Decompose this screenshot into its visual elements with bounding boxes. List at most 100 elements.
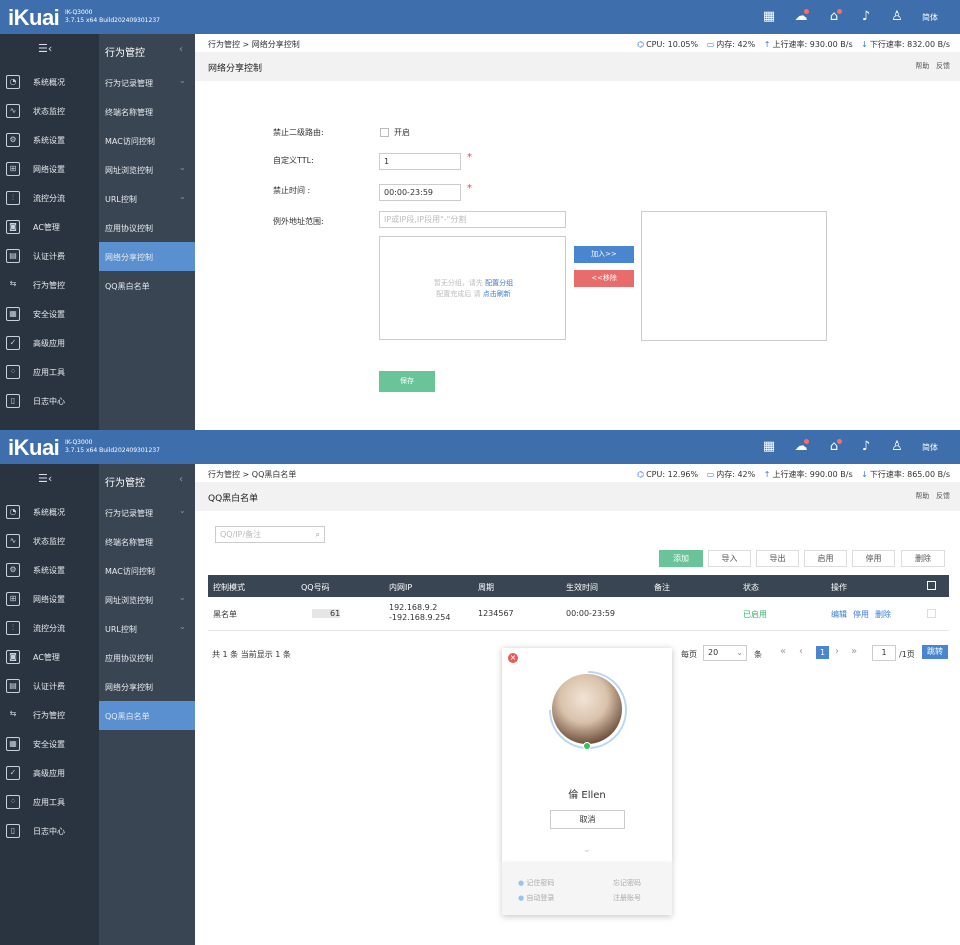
sidebar-item-settings[interactable]: ⚙ 系统设置 — [0, 556, 99, 585]
sidebar-item-logs[interactable]: ▯ 日志中心 — [0, 387, 99, 416]
delete-link[interactable]: 删除 — [875, 610, 891, 619]
submenu-item[interactable]: 网址浏览控制 ⌄ — [99, 155, 195, 184]
sidebar-item-ac[interactable]: ◙ AC管理 — [0, 643, 99, 672]
shirt-icon[interactable]: ⌂ — [825, 438, 843, 456]
user-icon[interactable]: ♙ — [891, 439, 903, 454]
goto-page-input[interactable]: 1 — [872, 645, 896, 661]
user-icon[interactable]: ♙ — [891, 9, 903, 24]
row-checkbox[interactable] — [927, 609, 936, 618]
chevron-down-icon[interactable]: ⌄ — [582, 844, 592, 855]
ttl-input[interactable]: 1 — [379, 153, 461, 170]
except-input[interactable]: IP或IP段,IP段用"-"分割 — [379, 211, 566, 228]
submenu-item[interactable]: 网址浏览控制 ⌄ — [99, 585, 195, 614]
collapse-menu-icon[interactable]: ☰‹ — [38, 472, 53, 485]
sidebar-item-flow[interactable]: ⫶ 流控分流 — [0, 184, 99, 213]
language-switch[interactable]: 简体 — [922, 443, 938, 452]
submenu-item[interactable]: 行为记录管理 ⌄ — [99, 498, 195, 527]
search-input[interactable]: QQ/IP/备注 ⌕ — [215, 526, 325, 543]
forgot-password-link[interactable]: 忘记密码 — [613, 879, 641, 887]
remember-option[interactable]: ● 记住密码 — [518, 878, 554, 888]
submenu-item[interactable]: 应用协议控制 — [99, 643, 195, 672]
disable-link[interactable]: 停用 — [853, 610, 869, 619]
empty-text-2: 配置完成后 请 — [436, 290, 481, 298]
apps-grid-icon[interactable]: ▦ — [762, 439, 776, 454]
sidebar-item-flow[interactable]: ⫶ 流控分流 — [0, 614, 99, 643]
add-button[interactable]: 加入>> — [574, 246, 634, 263]
page-current[interactable]: 1 — [816, 646, 829, 659]
sidebar-item-overview[interactable]: ◔ 系统概况 — [0, 498, 99, 527]
submenu-item[interactable]: 网络分享控制 — [99, 672, 195, 701]
import-button[interactable]: 导入 — [708, 550, 751, 567]
first-page-icon[interactable]: « — [780, 646, 787, 657]
submenu-item[interactable]: 应用协议控制 — [99, 213, 195, 242]
sidebar-item-behavior[interactable]: ⇆ 行为管控 — [0, 701, 99, 730]
submenu-item-active[interactable]: QQ黑白名单 — [99, 701, 195, 730]
submenu-item[interactable]: QQ黑白名单 — [99, 271, 195, 300]
sidebar-item-security[interactable]: ▦ 安全设置 — [0, 730, 99, 759]
cloud-icon[interactable]: ☁ — [794, 9, 809, 24]
sidebar-item-advanced[interactable]: ✓ 高级应用 — [0, 329, 99, 358]
register-link[interactable]: 注册账号 — [613, 894, 641, 902]
sidebar-item-monitor[interactable]: ∿ 状态监控 — [0, 527, 99, 556]
submenu-item[interactable]: 行为记录管理 ⌄ — [99, 68, 195, 97]
sidebar-item-security[interactable]: ▦ 安全设置 — [0, 300, 99, 329]
config-group-link[interactable]: 配置分组 — [485, 279, 514, 287]
search-icon[interactable]: ⌕ — [315, 530, 320, 539]
help-link[interactable]: 帮助 — [915, 62, 930, 70]
jump-button[interactable]: 跳转 — [922, 645, 948, 659]
feedback-link[interactable]: 反馈 — [936, 492, 950, 500]
submenu-item-active[interactable]: 网络分享控制 — [99, 242, 195, 271]
chevron-left-icon[interactable]: ‹ — [179, 474, 183, 485]
sidebar-item-network[interactable]: ⊞ 网络设置 — [0, 155, 99, 184]
sidebar-item-auth[interactable]: ▤ 认证计费 — [0, 242, 99, 271]
submenu-item[interactable]: MAC访问控制 — [99, 556, 195, 585]
per-page-select[interactable]: 20 ⌄ — [703, 645, 747, 661]
cloud-icon[interactable]: ☁ — [794, 439, 809, 454]
select-all-checkbox[interactable] — [927, 581, 936, 590]
sidebar-item-logs[interactable]: ▯ 日志中心 — [0, 817, 99, 846]
help-link[interactable]: 帮助 — [915, 492, 930, 500]
next-page-icon[interactable]: › — [835, 646, 839, 657]
sidebar-item-network[interactable]: ⊞ 网络设置 — [0, 585, 99, 614]
refresh-link[interactable]: 点击刷新 — [482, 290, 511, 298]
submenu-item[interactable]: 终端名称管理 — [99, 527, 195, 556]
sidebar-item-advanced[interactable]: ✓ 高级应用 — [0, 759, 99, 788]
deny-secondary-checkbox[interactable] — [380, 128, 389, 137]
add-button[interactable]: 添加 — [659, 550, 703, 567]
shirt-icon[interactable]: ⌂ — [825, 8, 843, 26]
sidebar-item-ac[interactable]: ◙ AC管理 — [0, 213, 99, 242]
sidebar-item-monitor[interactable]: ∿ 状态监控 — [0, 97, 99, 126]
apps-grid-icon[interactable]: ▦ — [762, 9, 776, 24]
language-switch[interactable]: 简体 — [922, 13, 938, 22]
cancel-button[interactable]: 取消 — [550, 810, 625, 829]
export-button[interactable]: 导出 — [756, 550, 799, 567]
feedback-link[interactable]: 反馈 — [936, 62, 950, 70]
submenu-item[interactable]: URL控制 ⌄ — [99, 184, 195, 213]
sidebar-item-overview[interactable]: ◔ 系统概况 — [0, 68, 99, 97]
enable-button[interactable]: 启用 — [804, 550, 847, 567]
save-button[interactable]: 保存 — [379, 371, 435, 392]
sidebar-item-tools[interactable]: ⁘ 应用工具 — [0, 358, 99, 387]
sidebar-item-auth[interactable]: ▤ 认证计费 — [0, 672, 99, 701]
disable-button[interactable]: 停用 — [852, 550, 895, 567]
remove-button[interactable]: <<移除 — [574, 270, 634, 287]
auto-login-option[interactable]: ● 自动登录 — [518, 893, 554, 903]
submenu-title: 行为管控 — [105, 48, 145, 59]
sidebar-item-tools[interactable]: ⁘ 应用工具 — [0, 788, 99, 817]
chevron-left-icon[interactable]: ‹ — [179, 44, 183, 55]
sidebar-item-settings[interactable]: ⚙ 系统设置 — [0, 126, 99, 155]
last-page-icon[interactable]: » — [851, 646, 858, 657]
submenu-item[interactable]: 终端名称管理 — [99, 97, 195, 126]
bell-icon[interactable]: ♪ — [861, 9, 871, 24]
radio-dot-icon: ● — [518, 894, 525, 902]
close-icon[interactable]: × — [508, 653, 518, 663]
submenu-item[interactable]: MAC访问控制 — [99, 126, 195, 155]
submenu-item[interactable]: URL控制 ⌄ — [99, 614, 195, 643]
delete-button[interactable]: 删除 — [901, 550, 945, 567]
collapse-menu-icon[interactable]: ☰‹ — [38, 42, 53, 55]
prev-page-icon[interactable]: ‹ — [799, 646, 803, 657]
bell-icon[interactable]: ♪ — [861, 439, 871, 454]
sidebar-item-behavior[interactable]: ⇆ 行为管控 — [0, 271, 99, 300]
time-input[interactable]: 00:00-23:59 — [379, 184, 461, 201]
edit-link[interactable]: 编辑 — [831, 610, 847, 619]
